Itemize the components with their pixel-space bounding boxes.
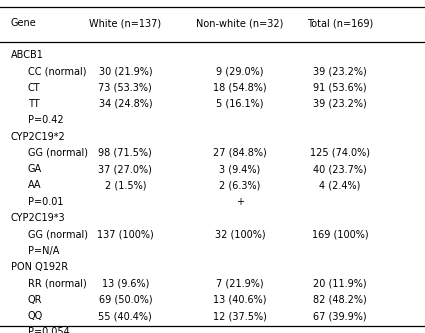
Text: 13 (40.6%): 13 (40.6%) xyxy=(213,295,267,305)
Text: 2 (1.5%): 2 (1.5%) xyxy=(105,180,146,190)
Text: 27 (84.8%): 27 (84.8%) xyxy=(213,148,267,158)
Text: CYP2C19*3: CYP2C19*3 xyxy=(11,213,65,223)
Text: 7 (21.9%): 7 (21.9%) xyxy=(216,278,264,288)
Text: 20 (11.9%): 20 (11.9%) xyxy=(313,278,367,288)
Text: 55 (40.4%): 55 (40.4%) xyxy=(99,311,152,321)
Text: Non-white (n=32): Non-white (n=32) xyxy=(196,18,284,28)
Text: 169 (100%): 169 (100%) xyxy=(312,229,368,239)
Text: 125 (74.0%): 125 (74.0%) xyxy=(310,148,370,158)
Text: 39 (23.2%): 39 (23.2%) xyxy=(313,99,367,109)
Text: QQ: QQ xyxy=(28,311,43,321)
Text: 40 (23.7%): 40 (23.7%) xyxy=(313,164,367,174)
Text: 30 (21.9%): 30 (21.9%) xyxy=(99,66,152,76)
Text: 12 (37.5%): 12 (37.5%) xyxy=(213,311,267,321)
Text: RR (normal): RR (normal) xyxy=(28,278,86,288)
Text: 73 (53.3%): 73 (53.3%) xyxy=(99,83,152,93)
Text: CC (normal): CC (normal) xyxy=(28,66,86,76)
Text: GG (normal): GG (normal) xyxy=(28,148,88,158)
Text: 39 (23.2%): 39 (23.2%) xyxy=(313,66,367,76)
Text: 13 (9.6%): 13 (9.6%) xyxy=(102,278,149,288)
Text: 9 (29.0%): 9 (29.0%) xyxy=(216,66,264,76)
Text: +: + xyxy=(236,197,244,207)
Text: QR: QR xyxy=(28,295,42,305)
Text: GA: GA xyxy=(28,164,42,174)
Text: 137 (100%): 137 (100%) xyxy=(97,229,154,239)
Text: 91 (53.6%): 91 (53.6%) xyxy=(313,83,367,93)
Text: Total (n=169): Total (n=169) xyxy=(307,18,373,28)
Text: P=0.42: P=0.42 xyxy=(28,115,63,125)
Text: 3 (9.4%): 3 (9.4%) xyxy=(219,164,261,174)
Text: GG (normal): GG (normal) xyxy=(28,229,88,239)
Text: CT: CT xyxy=(28,83,40,93)
Text: 34 (24.8%): 34 (24.8%) xyxy=(99,99,152,109)
Text: 67 (39.9%): 67 (39.9%) xyxy=(313,311,367,321)
Text: P=0.01: P=0.01 xyxy=(28,197,63,207)
Text: 18 (54.8%): 18 (54.8%) xyxy=(213,83,267,93)
Text: AA: AA xyxy=(28,180,41,190)
Text: Gene: Gene xyxy=(11,18,37,28)
Text: 37 (27.0%): 37 (27.0%) xyxy=(99,164,152,174)
Text: TT: TT xyxy=(28,99,39,109)
Text: CYP2C19*2: CYP2C19*2 xyxy=(11,132,65,142)
Text: P=N/A: P=N/A xyxy=(28,246,59,256)
Text: 82 (48.2%): 82 (48.2%) xyxy=(313,295,367,305)
Text: PON Q192R: PON Q192R xyxy=(11,262,68,272)
Text: P=0.054: P=0.054 xyxy=(28,327,69,333)
Text: 98 (71.5%): 98 (71.5%) xyxy=(99,148,152,158)
Text: 69 (50.0%): 69 (50.0%) xyxy=(99,295,152,305)
Text: ABCB1: ABCB1 xyxy=(11,50,43,60)
Text: 5 (16.1%): 5 (16.1%) xyxy=(216,99,264,109)
Text: 32 (100%): 32 (100%) xyxy=(215,229,266,239)
Text: 4 (2.4%): 4 (2.4%) xyxy=(319,180,361,190)
Text: White (n=137): White (n=137) xyxy=(89,18,162,28)
Text: 2 (6.3%): 2 (6.3%) xyxy=(219,180,261,190)
